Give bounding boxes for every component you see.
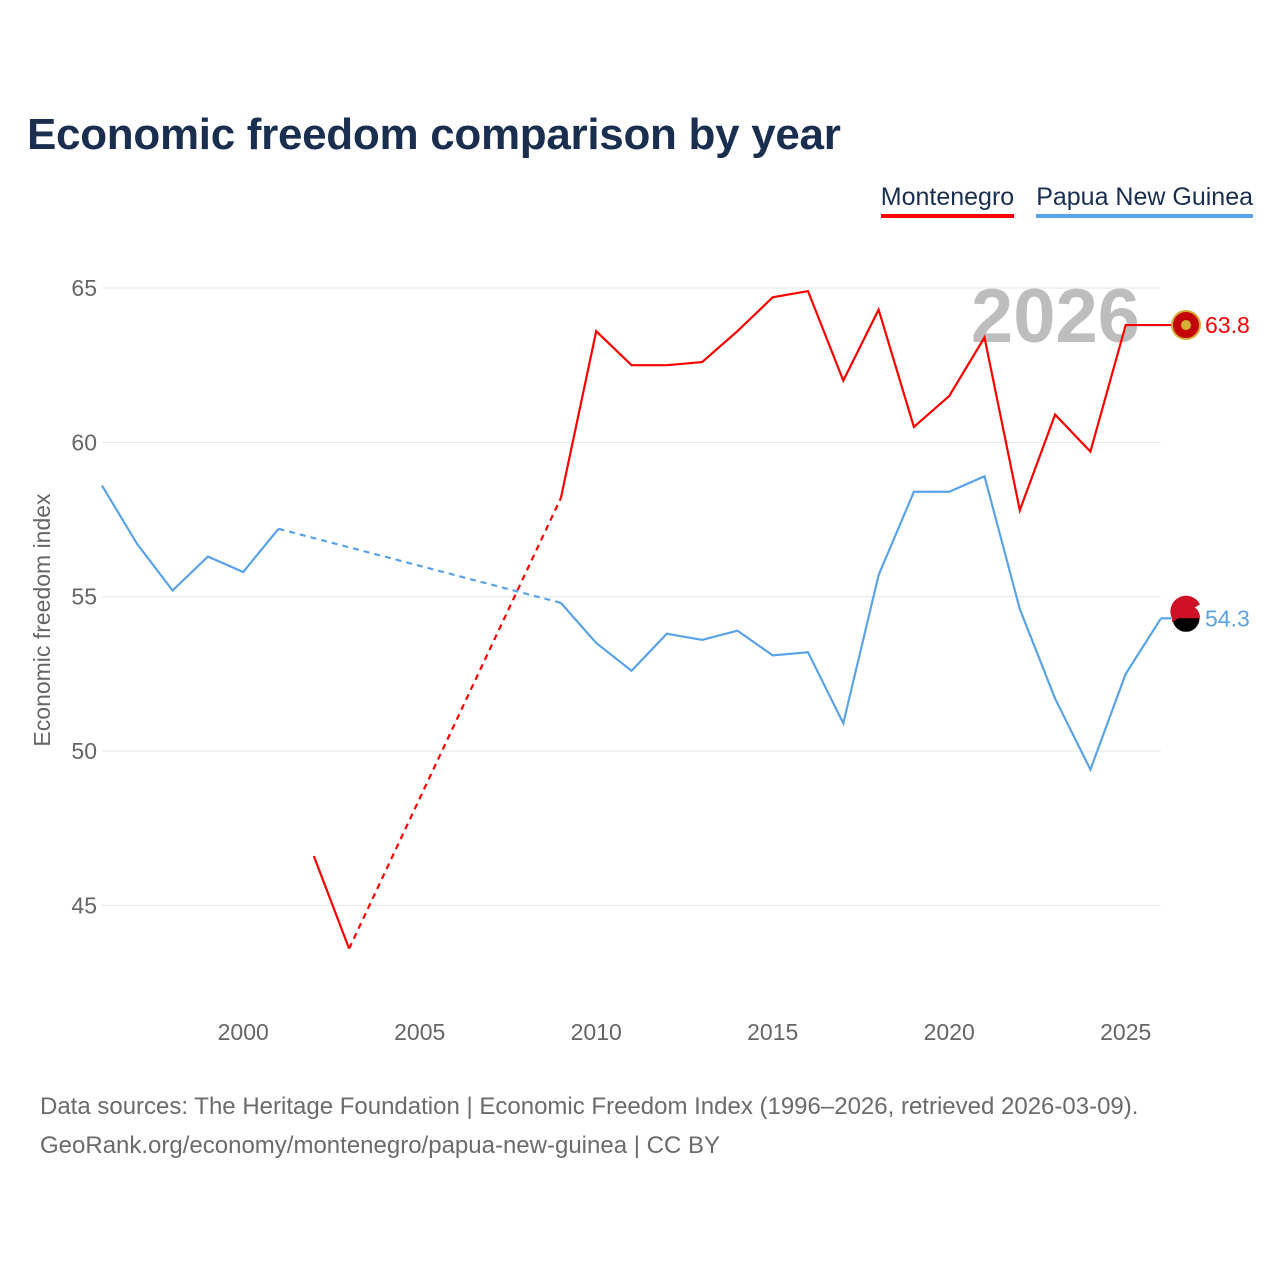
x-tick-label: 2025 <box>1100 1019 1151 1045</box>
x-tick-label: 2020 <box>924 1019 975 1045</box>
footer: Data sources: The Heritage Foundation | … <box>40 1087 1138 1165</box>
y-tick-label: 50 <box>71 738 97 764</box>
y-axis-label: Economic freedom index <box>29 493 55 747</box>
x-tick-label: 2015 <box>747 1019 798 1045</box>
legend-item-montenegro[interactable]: Montenegro <box>880 183 1015 218</box>
legend-item-papua-new-guinea[interactable]: Papua New Guinea <box>1036 183 1253 218</box>
x-tick-label: 2005 <box>394 1019 445 1045</box>
series-line-papua-new-guinea <box>560 474 1162 773</box>
series-line-montenegro <box>312 855 351 950</box>
y-tick-label: 45 <box>71 892 97 918</box>
year-watermark: 2026 <box>971 274 1140 359</box>
flag-emblem-icon <box>1181 320 1191 331</box>
y-tick-label: 65 <box>71 275 97 301</box>
series-line-montenegro <box>559 289 1161 515</box>
chart-title: Economic freedom comparison by year <box>27 110 841 159</box>
data-source-text: Data sources: The Heritage Foundation | … <box>40 1093 1139 1120</box>
legend: Montenegro Papua New Guinea <box>880 183 1253 218</box>
y-tick-label: 60 <box>71 429 97 455</box>
flag-red-icon <box>1170 595 1200 623</box>
series-gap-papua-new-guinea <box>278 527 562 604</box>
x-tick-label: 2010 <box>571 1019 622 1045</box>
end-value-label-montenegro: 63.8 <box>1205 312 1250 338</box>
series-gap-montenegro <box>348 497 562 950</box>
x-tick-label: 2000 <box>218 1019 269 1045</box>
series-line-papua-new-guinea <box>101 485 280 593</box>
end-value-label-papua-new-guinea: 54.3 <box>1205 605 1250 631</box>
y-tick-label: 55 <box>71 584 97 610</box>
source-url-text: GeoRank.org/economy/montenegro/papua-new… <box>40 1132 720 1159</box>
